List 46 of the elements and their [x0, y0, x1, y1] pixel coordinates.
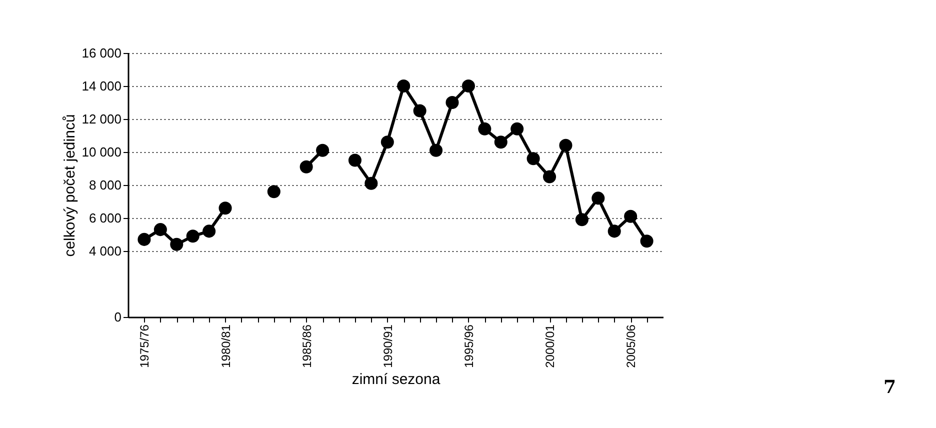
x-tick-label: 2005/06 [624, 324, 638, 368]
y-tick-label: 12 000 [82, 112, 122, 126]
y-tick-label: 6 000 [88, 210, 122, 226]
point [446, 96, 459, 110]
x-tick-label: 1975/76 [138, 324, 152, 368]
point [542, 170, 556, 184]
point [526, 152, 540, 166]
x-tick-label: 1990/91 [380, 324, 395, 368]
point [364, 176, 378, 190]
x-tick-label: 1985/86 [300, 324, 314, 368]
x-tick-label: 1980/81 [218, 324, 233, 368]
point [380, 136, 394, 149]
point [592, 192, 605, 205]
point [640, 234, 654, 248]
point [300, 160, 313, 174]
point [170, 238, 184, 251]
point [575, 213, 588, 226]
point [397, 79, 410, 93]
point [430, 144, 443, 157]
y-axis-title: celkový počet jedinců [62, 114, 79, 257]
x-axis-title: zimní sezona [352, 370, 441, 388]
y-tick-label: 4 000 [88, 244, 122, 258]
point [559, 138, 572, 152]
x-tick-label: 1995/96 [462, 324, 476, 368]
point [202, 224, 216, 238]
point [267, 185, 280, 198]
x-tick-label: 2000/01 [543, 324, 558, 368]
y-tick-label: 10 000 [82, 144, 122, 160]
point [608, 224, 621, 238]
y-tick-label: 0 [114, 310, 122, 324]
point [494, 136, 508, 149]
point [348, 154, 362, 167]
point [138, 232, 151, 246]
point [510, 122, 524, 136]
point [624, 210, 638, 223]
y-tick-label: 8 000 [88, 178, 122, 192]
text: 7 [883, 377, 896, 398]
point [154, 223, 167, 236]
point [316, 144, 330, 157]
point [186, 230, 200, 243]
point [413, 104, 426, 118]
y-tick-label: 14 000 [82, 78, 122, 94]
point [218, 202, 232, 215]
point [462, 79, 475, 93]
point [478, 122, 492, 136]
y-tick-label: 16 000 [82, 46, 122, 60]
